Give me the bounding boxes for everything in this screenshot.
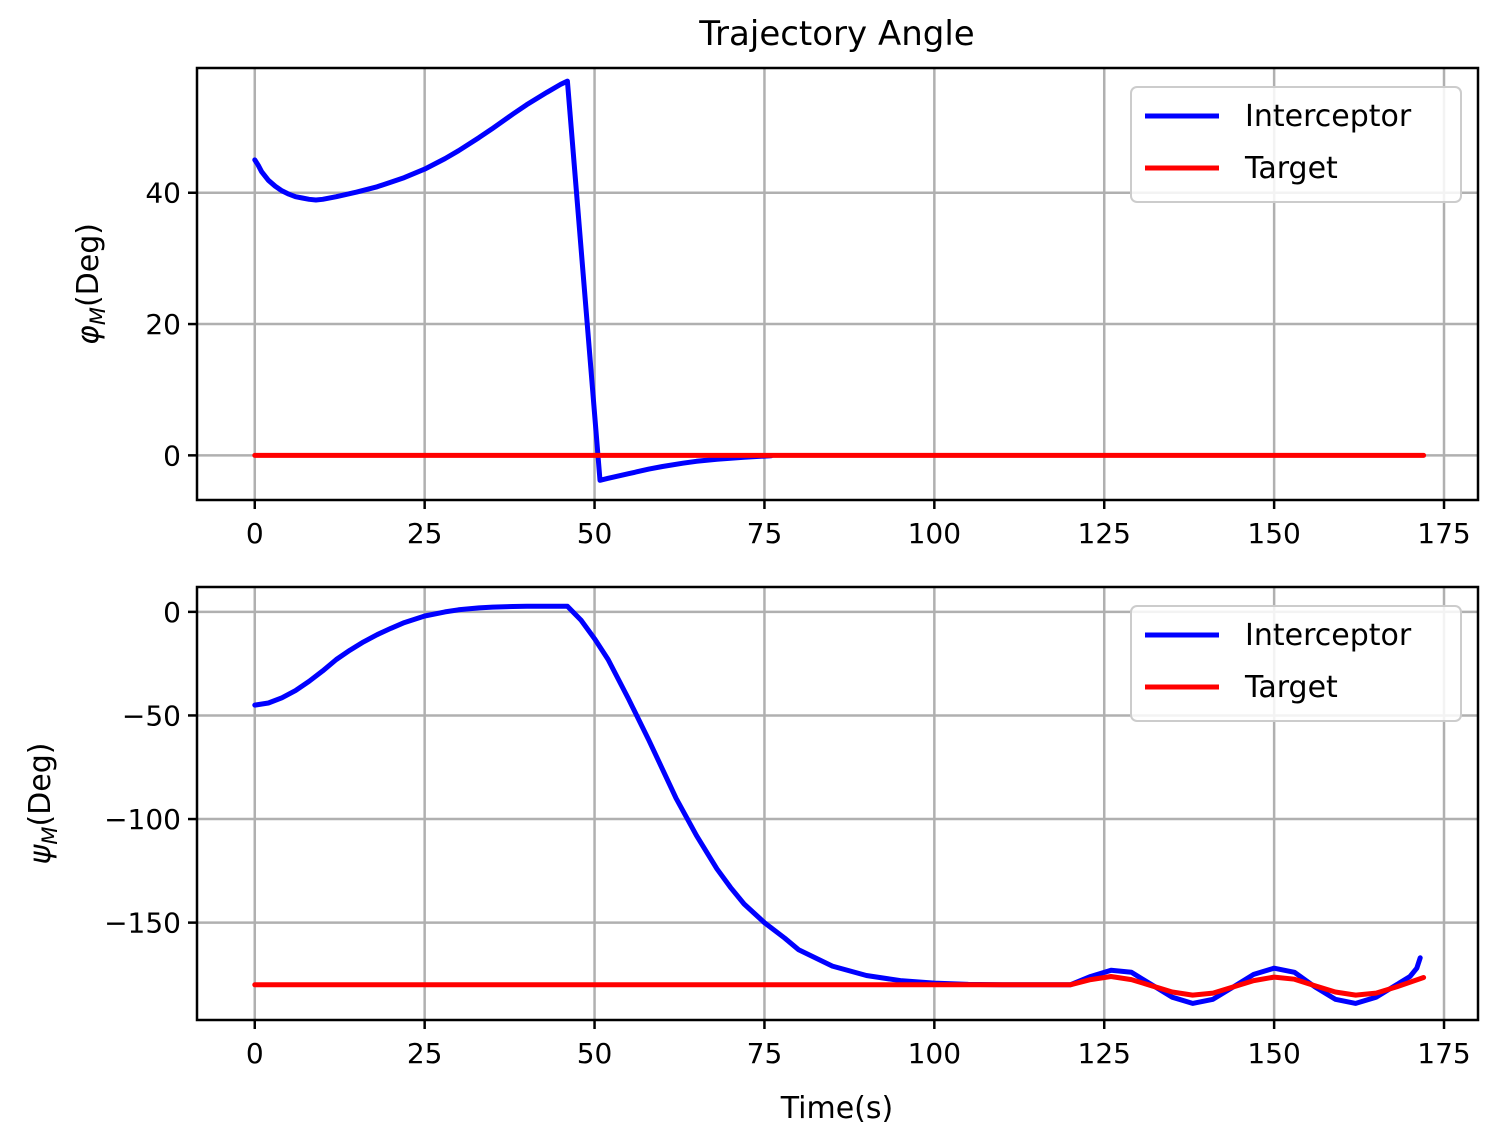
psi-y-tick-label: −50 (122, 699, 181, 732)
x-axis-label: Time(s) (780, 1091, 893, 1126)
phi-y-axis-label: φM(Deg) (71, 223, 110, 345)
psi-x-tick-label: 50 (577, 1037, 613, 1070)
psi-panel: 0 25 50 75 100 125 150 175 0 −50 −100 −150 ψM(Deg) In… (23, 585, 1480, 1070)
psi-legend: Interceptor Target (1130, 605, 1462, 722)
phi-x-tick-label: 150 (1247, 517, 1300, 550)
phi-legend-label-interceptor: Interceptor (1245, 99, 1412, 134)
chart-title: Trajectory Angle (698, 14, 974, 54)
phi-legend: Interceptor Target (1130, 86, 1462, 203)
psi-x-tick-label: 25 (407, 1037, 443, 1070)
phi-series-interceptor-line (252, 78, 774, 483)
psi-y-axis-label: ψM(Deg) (23, 743, 62, 865)
phi-legend-label-target: Target (1244, 151, 1338, 186)
psi-x-tick-label: 150 (1247, 1037, 1300, 1070)
phi-x-tick-label: 25 (407, 517, 443, 550)
psi-y-axis-unit: (Deg) (23, 743, 58, 827)
phi-y-tick-label: 40 (145, 177, 181, 210)
phi-x-tick-label: 50 (577, 517, 613, 550)
psi-x-tick-label: 175 (1417, 1037, 1470, 1070)
phi-x-tick-label: 125 (1078, 517, 1131, 550)
psi-series-interceptor-line (252, 603, 1423, 1006)
psi-y-axis-subscript: M (38, 827, 62, 845)
psi-y-tick-label: −100 (104, 803, 181, 836)
phi-x-tick-label: 75 (747, 517, 783, 550)
psi-y-tick-label: −150 (104, 907, 181, 940)
phi-x-tick-label: 0 (246, 517, 264, 550)
psi-x-tick-label: 100 (908, 1037, 961, 1070)
phi-y-axis-unit: (Deg) (71, 223, 106, 307)
phi-y-tick-label: 20 (145, 308, 181, 341)
psi-y-tick-label: 0 (163, 596, 181, 629)
phi-y-tick-label: 0 (163, 439, 181, 472)
phi-x-tick-label: 100 (908, 517, 961, 550)
psi-x-tick-label: 75 (747, 1037, 783, 1070)
phi-y-axis-symbol: φ (71, 325, 106, 345)
phi-y-axis-subscript: M (86, 307, 110, 325)
psi-y-axis-symbol: ψ (23, 843, 58, 864)
psi-plot-frame (195, 585, 1480, 1022)
phi-x-tick-label: 175 (1417, 517, 1470, 550)
psi-x-tick-label: 0 (246, 1037, 264, 1070)
phi-plot-frame (195, 66, 1480, 502)
phi-panel: 0 25 50 75 100 125 150 175 0 20 40 φM(Deg) Intercept… (71, 66, 1480, 550)
psi-x-tick-label: 125 (1078, 1037, 1131, 1070)
psi-legend-label-target: Target (1244, 670, 1338, 705)
psi-legend-label-interceptor: Interceptor (1245, 618, 1412, 653)
psi-series-target-line (252, 974, 1427, 998)
